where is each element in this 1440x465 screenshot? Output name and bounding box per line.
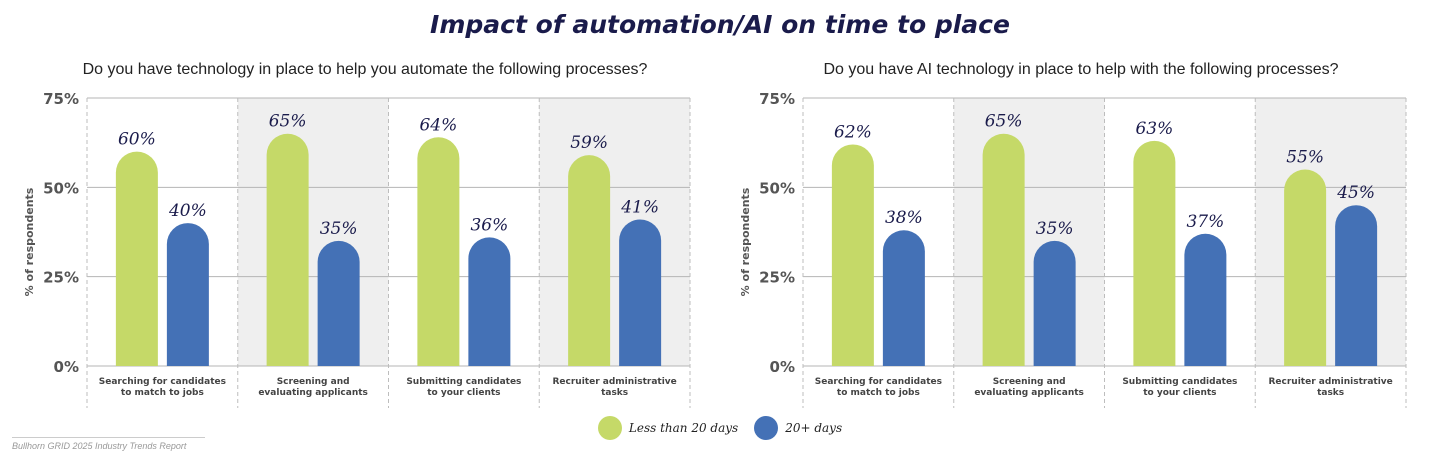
- x-tick-label: to match to jobs: [837, 388, 920, 398]
- bar-20-plus-days: [619, 219, 662, 366]
- legend-swatch-blue: [754, 416, 779, 440]
- x-tick-label: to match to jobs: [121, 388, 204, 398]
- bar-20-plus-days: [166, 223, 209, 366]
- data-label: 59%: [570, 133, 608, 153]
- x-tick-label: evaluating applicants: [258, 388, 368, 398]
- chart-panel-automation: Do you have technology in place to help …: [0, 58, 691, 418]
- x-tick-label: Submitting candidates: [1122, 377, 1237, 387]
- legend: Less than 20 days 20+ days: [0, 416, 1440, 440]
- x-tick-label: Submitting candidates: [406, 377, 521, 387]
- bar-20-plus-days: [1033, 240, 1076, 366]
- source-note: Bullhorn GRID 2025 Industry Trends Repor…: [12, 437, 205, 451]
- chart-panel-ai: Do you have AI technology in place to he…: [716, 58, 1407, 418]
- data-label: 38%: [885, 208, 923, 228]
- bar-less-than-20-days: [1284, 169, 1327, 366]
- data-label: 62%: [834, 122, 872, 142]
- bar-less-than-20-days: [1133, 140, 1176, 366]
- x-tick-label: Searching for candidates: [815, 377, 942, 387]
- legend-item: Less than 20 days: [597, 416, 739, 440]
- y-tick-label: 0%: [54, 358, 79, 376]
- bar-less-than-20-days: [568, 155, 611, 366]
- data-label: 35%: [1036, 219, 1074, 239]
- data-label: 65%: [985, 112, 1023, 132]
- legend-swatch-green: [597, 416, 622, 440]
- bar-less-than-20-days: [982, 133, 1025, 366]
- chart-svg: 0% 25% 50% 75% % of respondents 62% 38% Searchi…: [739, 90, 1407, 408]
- x-tick-label: tasks: [601, 388, 628, 398]
- data-label: 41%: [620, 197, 659, 217]
- y-tick-label: 50%: [43, 179, 79, 197]
- data-label: 40%: [168, 201, 207, 221]
- chart-title: Do you have technology in place to help …: [82, 61, 648, 78]
- y-tick-label: 0%: [770, 358, 795, 376]
- x-tick-label: Recruiter administrative: [552, 377, 676, 387]
- x-tick-label: to your clients: [1143, 388, 1216, 398]
- bar-less-than-20-days: [266, 133, 309, 366]
- bar-less-than-20-days: [115, 151, 158, 366]
- data-label: 35%: [320, 219, 358, 239]
- legend-label: 20+ days: [785, 421, 843, 435]
- y-tick-label: 75%: [759, 90, 795, 108]
- legend-item: 20+ days: [754, 416, 842, 440]
- data-label: 45%: [1336, 183, 1375, 203]
- bar-20-plus-days: [317, 240, 360, 366]
- y-axis-label: % of respondents: [739, 187, 752, 296]
- category-band: [953, 98, 1105, 366]
- x-tick-label: evaluating applicants: [974, 388, 1084, 398]
- y-tick-label: 25%: [759, 269, 795, 287]
- chart-svg: 0% 25% 50% 75% % of respondents 60% 40% Searchi…: [23, 90, 691, 408]
- category-band: [1255, 98, 1406, 366]
- data-label: 64%: [419, 115, 457, 135]
- bar-20-plus-days: [1184, 233, 1227, 366]
- x-tick-label: to your clients: [427, 388, 500, 398]
- data-label: 55%: [1286, 147, 1324, 167]
- y-tick-label: 25%: [43, 269, 79, 287]
- x-tick-label: Recruiter administrative: [1268, 377, 1392, 387]
- data-label: 65%: [269, 112, 307, 132]
- x-tick-label: Searching for candidates: [99, 377, 226, 387]
- bar-20-plus-days: [882, 230, 925, 366]
- legend-label: Less than 20 days: [628, 421, 739, 435]
- chart-title: Do you have AI technology in place to he…: [823, 61, 1339, 78]
- x-tick-label: Screening and: [993, 377, 1066, 387]
- data-label: 36%: [470, 215, 508, 235]
- x-tick-label: Screening and: [277, 377, 350, 387]
- y-tick-label: 50%: [759, 179, 795, 197]
- data-label: 37%: [1186, 212, 1224, 232]
- data-label: 60%: [118, 130, 156, 150]
- bar-20-plus-days: [1335, 205, 1378, 366]
- data-label: 63%: [1135, 119, 1173, 139]
- y-axis-label: % of respondents: [23, 187, 36, 296]
- y-tick-label: 75%: [43, 90, 79, 108]
- x-tick-label: tasks: [1317, 388, 1344, 398]
- main-title: Impact of automation/AI on time to place: [430, 10, 1010, 39]
- bar-20-plus-days: [468, 237, 511, 366]
- bar-less-than-20-days: [831, 144, 874, 366]
- category-band: [539, 98, 690, 366]
- bar-less-than-20-days: [417, 137, 460, 366]
- category-band: [237, 98, 389, 366]
